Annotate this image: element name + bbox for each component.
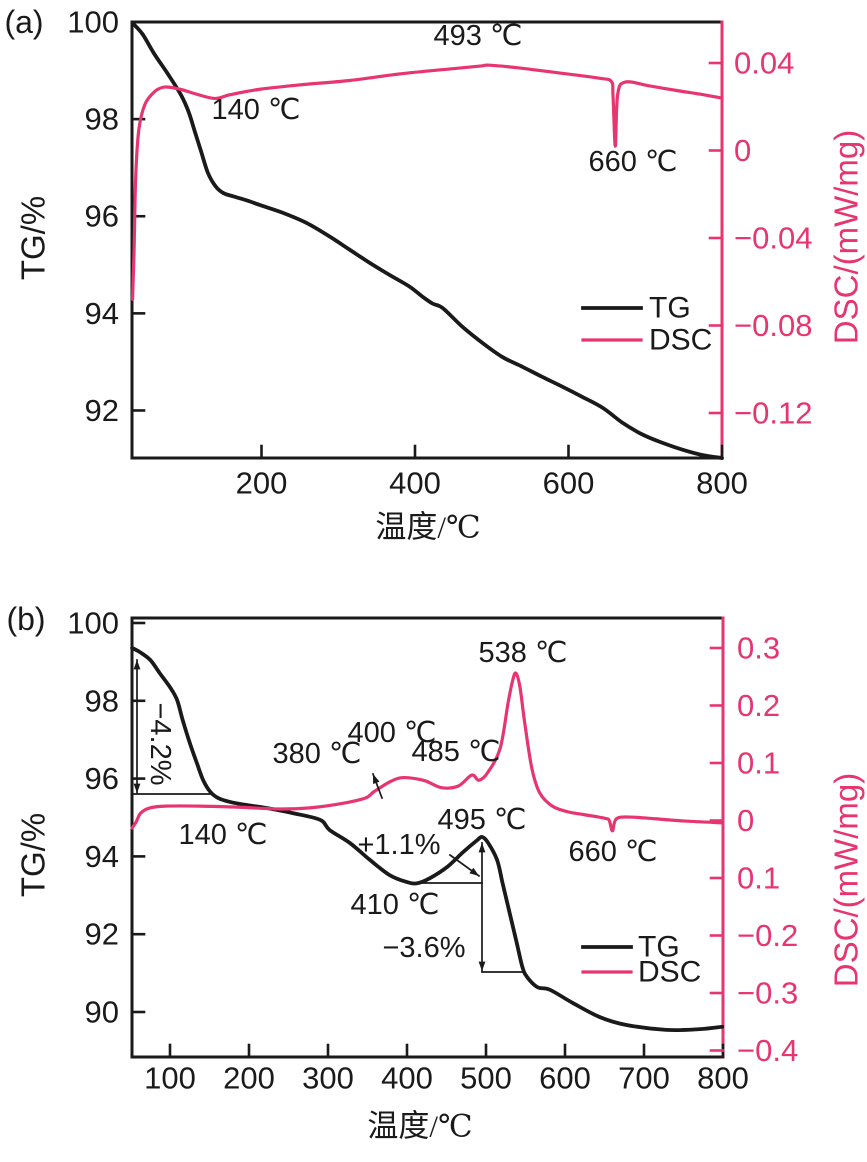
panel-b-annotation-label: 140 ℃ [178,819,267,851]
panel-a-x-tick-label: 400 [389,466,441,501]
panel-b-arrowhead-icon [373,774,380,784]
panel-b-x-tick-label: 300 [302,1061,354,1096]
panel-b-x-axis-title: 温度/℃ [367,1109,472,1144]
panel-b-arrowhead-icon [133,660,141,670]
panel-a-right-tick-label: −0.04 [734,221,812,256]
panel-b-left-tick-label: 94 [85,839,119,874]
panel-b-label: (b) [6,601,45,637]
panel-b-arrowhead-icon [469,867,479,876]
panel-b-left-tick-label: 98 [85,683,119,718]
panel-b-annotation-label: 495 ℃ [437,804,526,836]
panel-b-right-tick-label: −0.4 [737,1033,798,1068]
panel-b-annotation-label: −3.6% [382,932,465,964]
panel-b-arrowhead-icon [478,961,486,971]
panel-b-x-tick-label: 600 [539,1061,591,1096]
panel-b-x-tick-label: 100 [144,1061,196,1096]
panel-b-left-tick-label: 90 [85,995,119,1030]
panel-b-annotation-label: 485 ℃ [411,736,500,768]
panel-a-x-tick-label: 200 [236,466,288,501]
panel-b-left-axis-title: TG/% [15,813,52,897]
panel-b-annotation-label: +1.1% [357,829,440,861]
panel-a-left-tick-label: 98 [85,102,119,137]
panel-b-left-tick-label: 92 [85,917,119,952]
panel-b-right-tick-label: −0.3 [737,976,798,1011]
panel-a-annotation-label: 140 ℃ [211,94,300,126]
panel-b-legend-dsc-label: DSC [638,956,701,989]
panel-b-x-tick-label: 200 [223,1061,275,1096]
panel-a-left-axis-title: TG/% [15,196,52,280]
panel-a-label: (a) [4,4,43,40]
panel-a-right-tick-label: −0.08 [734,308,812,343]
panel-b-annotation-label: 380 ℃ [272,738,361,770]
panel-a-left-tick-label: 96 [85,199,119,234]
panel-a-dsc-curve [130,63,723,301]
panel-a-right-tick-label: −0.12 [734,396,812,431]
panel-a-left-tick-label: 94 [85,296,119,331]
panel-b-annotation-label: 538 ℃ [478,637,567,669]
panel-b-tg-curve [130,645,725,1033]
panel-a-right-tick-label: 0 [734,133,751,168]
panel-a-annotation-label: 660 ℃ [588,146,677,178]
panel-b-right-tick-label: 0.3 [737,631,780,666]
panel-b-right-tick-label: 0 [737,803,754,838]
panel-a-x-tick-label: 800 [696,466,748,501]
panel-b-arrowhead-icon [133,783,141,793]
panel-a-left-tick-label: 92 [85,393,119,428]
panel-b-x-tick-label: 500 [460,1061,512,1096]
panel-a-right-tick-label: 0.04 [734,46,794,81]
panel-b-right-axis-title: DSC/(mW/mg) [828,773,865,987]
panel-b-dsc-curve [130,671,724,833]
panel-b-x-tick-label: 700 [618,1061,670,1096]
panel-a-left-tick-label: 100 [67,5,119,40]
panel-b-right-tick-label: −0.2 [737,918,798,953]
panel-b-x-tick-label: 800 [697,1061,749,1096]
panel-a-x-axis-title: 温度/℃ [375,510,480,545]
panel-b-annotation-label: 400 ℃ [347,717,436,749]
panel-b-annotation-label: 410 ℃ [350,889,439,921]
panel-b-arrowhead-icon [478,843,486,853]
panel-a-x-tick-label: 600 [543,466,595,501]
panel-a-tg-curve [130,21,724,460]
panel-a-annotation-label: 493 ℃ [433,20,522,52]
panel-b-legend-tg-label: TG [638,931,680,964]
panel-b-right-tick-label: 0.1 [737,746,780,781]
panel-b-annotation-label: −4.2% [144,702,176,785]
panel-b-left-tick-label: 100 [67,606,119,641]
panel-a-legend-dsc-label: DSC [649,324,712,357]
panel-b-right-tick-label: 0.2 [737,688,780,723]
panel-b-left-tick-label: 96 [85,761,119,796]
panel-b-x-tick-label: 400 [381,1061,433,1096]
panel-a-legend-tg-label: TG [649,292,691,325]
panel-b-right-tick-label: 0.1 [737,861,780,896]
panel-b-annotation-label: 660 ℃ [568,836,657,868]
panel-a-right-axis-title: DSC/(mW/mg) [828,130,865,344]
